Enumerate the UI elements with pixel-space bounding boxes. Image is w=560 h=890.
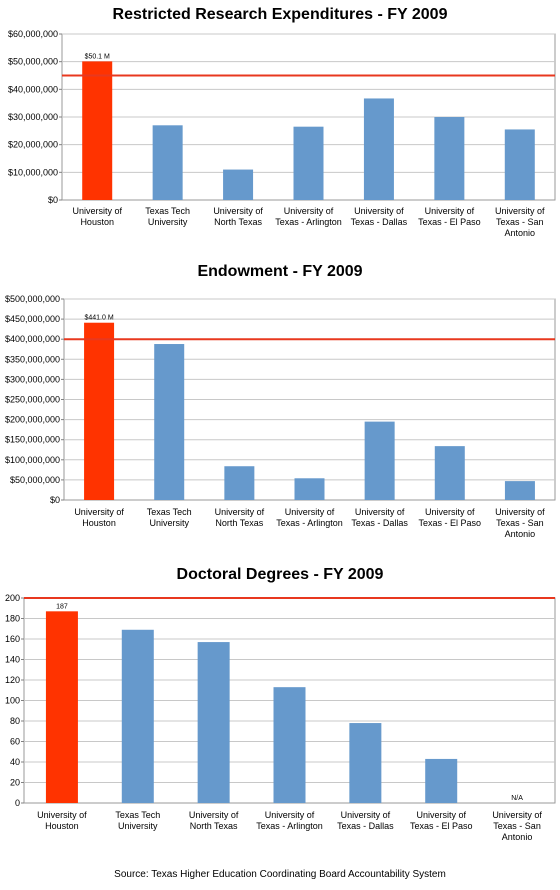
bar-2 [224, 466, 255, 500]
y-tick-label: 140 [5, 655, 20, 665]
category-label-6: University of Texas - San Antonio [492, 810, 542, 842]
category-label-4: University of Texas - Dallas [337, 810, 394, 831]
y-tick-label: 0 [15, 798, 20, 808]
bar-2 [223, 169, 254, 200]
bar-1 [154, 344, 185, 500]
y-tick-label: 100 [5, 696, 20, 706]
category-label-1: Texas Tech University [145, 206, 190, 227]
bar-5 [425, 758, 458, 803]
y-tick-label: $0 [50, 495, 60, 505]
y-tick-label: $0 [48, 195, 58, 205]
chart-title-endowment: Endowment - FY 2009 [197, 263, 363, 280]
category-label-6: University of Texas - San Antonio [495, 206, 545, 238]
category-label-2: University of North Texas [189, 810, 239, 831]
bar-4 [363, 98, 394, 200]
bar-1 [152, 125, 183, 200]
bar-5 [434, 446, 465, 500]
category-label-3: University of Texas - Arlington [256, 810, 323, 831]
bar-0 [82, 61, 113, 200]
bar-1 [121, 629, 154, 803]
y-tick-label: $250,000,000 [5, 395, 60, 405]
chart-research-expenditures: $0 $10,000,000 $20,000,000 $30,000,000 $40,0… [8, 29, 556, 238]
y-tick-label: $40,000,000 [8, 84, 58, 94]
y-tick-label: $150,000,000 [5, 435, 60, 445]
category-label-0: University of Houston [74, 507, 124, 528]
y-tick-label: $350,000,000 [5, 354, 60, 364]
category-label-0: University of Houston [37, 810, 87, 831]
y-tick-label: 160 [5, 634, 20, 644]
chart-title-doctoral: Doctoral Degrees - FY 2009 [176, 566, 384, 583]
bar-4 [349, 723, 382, 803]
bar-3 [294, 478, 325, 500]
bar-4 [364, 421, 395, 500]
bar-2 [197, 642, 230, 803]
y-tick-label: $100,000,000 [5, 455, 60, 465]
y-tick-label: $60,000,000 [8, 29, 58, 39]
y-tick-label: $50,000,000 [8, 57, 58, 67]
category-label-5: University of Texas - El Paso [410, 810, 473, 831]
bar-6 [504, 129, 535, 200]
bar-6 [504, 481, 535, 500]
bar-0 [45, 611, 78, 803]
category-label-2: University of North Texas [215, 507, 265, 528]
y-tick-label: $10,000,000 [8, 167, 58, 177]
y-tick-label: $50,000,000 [10, 475, 60, 485]
y-tick-label: 200 [5, 593, 20, 603]
category-label-0: University of Houston [72, 206, 122, 227]
y-tick-label: $400,000,000 [5, 334, 60, 344]
y-tick-label: 120 [5, 675, 20, 685]
y-tick-label: $500,000,000 [5, 294, 60, 304]
category-label-1: Texas Tech University [115, 810, 160, 831]
chart-title-research: Restricted Research Expenditures - FY 20… [112, 6, 448, 23]
category-label-5: University of Texas - El Paso [418, 206, 481, 227]
bar-5 [434, 117, 465, 200]
data-label-6: N/A [511, 795, 523, 802]
category-label-4: University of Texas - Dallas [351, 507, 408, 528]
category-label-6: University of Texas - San Antonio [495, 507, 545, 539]
bar-3 [293, 126, 324, 200]
category-label-3: University of Texas - Arlington [275, 206, 342, 227]
bar-0 [84, 322, 115, 500]
category-label-2: University of North Texas [213, 206, 263, 227]
y-tick-label: 20 [10, 778, 20, 788]
data-label-0: 187 [56, 603, 68, 610]
y-tick-label: $30,000,000 [8, 112, 58, 122]
chart-doctoral-degrees: 0 20 40 60 80 100 120 140 160 180 200 187 University… [5, 593, 556, 842]
y-tick-label: 80 [10, 716, 20, 726]
source-note: Source: Texas Higher Education Coordinat… [114, 869, 446, 880]
category-label-3: University of Texas - Arlington [276, 507, 343, 528]
y-tick-label: $300,000,000 [5, 374, 60, 384]
y-tick-label: 60 [10, 737, 20, 747]
bar-3 [273, 687, 306, 803]
data-label-0: $441.0 M [84, 315, 113, 322]
chart-endowment: $0 $50,000,000 $100,000,000 $150,000,000 $20… [5, 294, 556, 539]
category-label-1: Texas Tech University [147, 507, 192, 528]
category-label-4: University of Texas - Dallas [351, 206, 408, 227]
y-tick-label: $20,000,000 [8, 140, 58, 150]
data-label-0: $50.1 M [85, 53, 110, 60]
y-tick-label: $200,000,000 [5, 415, 60, 425]
y-tick-label: 40 [10, 757, 20, 767]
category-label-5: University of Texas - El Paso [419, 507, 482, 528]
y-tick-label: $450,000,000 [5, 314, 60, 324]
y-tick-label: 180 [5, 614, 20, 624]
